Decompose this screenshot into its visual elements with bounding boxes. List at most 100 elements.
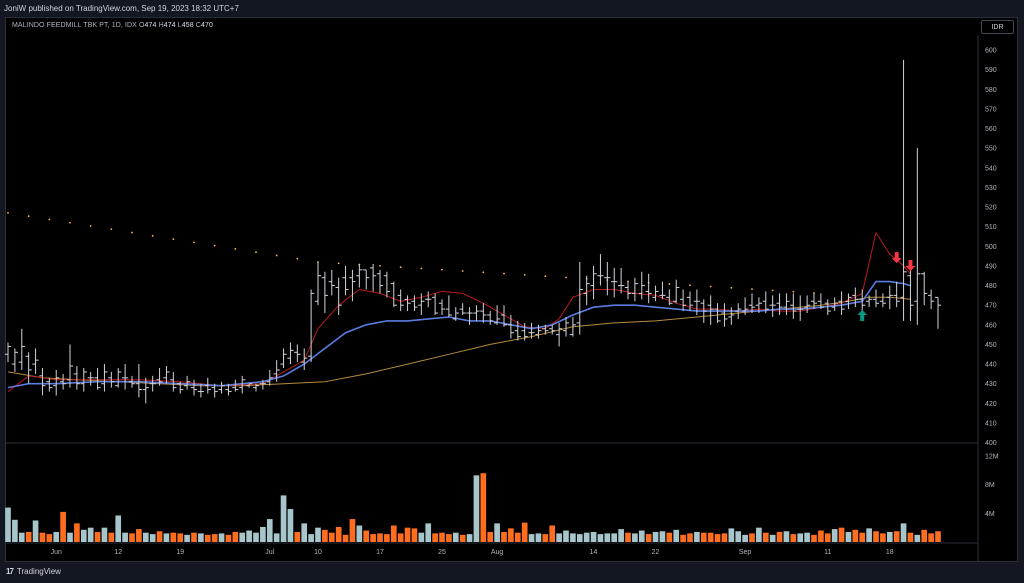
volume-bar [501,531,507,542]
volume-bar [611,533,618,542]
volume-bar [804,532,810,542]
brand-name: TradingView [16,567,61,576]
volume-bar [253,532,259,542]
volume-bar [349,519,356,542]
ohlc-bar [721,303,728,327]
volume-bar [218,533,225,542]
ohlc-bar [466,307,473,325]
trend-dot [668,283,671,285]
ohlc-bar [108,371,115,388]
price-tick-label: 570 [985,106,997,113]
ohlc-bar [604,262,611,296]
ohlc-bar [383,271,390,298]
low-label: L [177,22,182,29]
trend-dot [461,270,464,272]
volume-bar [824,533,831,542]
volume-bar [535,533,542,542]
volume-bar [645,534,652,542]
ohlc-bar [225,383,232,396]
volume-bar [762,532,769,542]
ohlc-bar [693,289,700,316]
ohlc-bar [342,265,349,296]
ohlc-bar [80,368,87,392]
time-tick-label: Jul [265,549,274,556]
volume-bar [225,534,232,542]
ohlc-bar [314,262,322,306]
ohlc-bar [686,291,694,312]
volume-bar [80,529,87,542]
ohlc-bar [370,263,377,292]
volume-bar [122,532,128,542]
price-tick-label: 590 [985,67,997,74]
ohlc-bar [624,281,632,300]
volume-bar [818,530,824,542]
price-tick-label: 540 [985,165,997,172]
ohlc-bar [39,368,46,396]
volume-bar [838,527,845,542]
price-tick-label: 410 [985,420,997,427]
volume-bar [377,533,383,542]
volume-bar [673,529,680,542]
price-tick-label: 560 [985,126,997,133]
volume-bar [859,532,866,542]
volume-bar [880,533,886,542]
tradingview-brand[interactable]: 17 TradingView [6,567,61,576]
ohlc-bar [480,303,487,323]
ohlc-bar [824,299,831,316]
volume-bar [198,533,204,542]
volume-bar [521,522,528,542]
ohlc-bar [163,366,170,384]
volume-bar [156,531,163,542]
ohlc-bar [25,352,32,384]
ohlc-bar [921,271,928,306]
ohlc-bar [335,277,342,316]
volume-bar [5,507,11,542]
ohlc-bar [659,281,666,300]
ohlc-bar [53,369,60,396]
volume-bar [294,531,301,542]
time-tick-label: 25 [438,549,446,556]
trend-dot [234,248,237,250]
ohlc-bar [321,271,328,314]
volume-bar [790,534,797,542]
ohlc-bar [631,277,638,302]
ohlc-bar [46,377,53,392]
volume-bar [94,531,101,542]
ohlc-bar [94,368,101,390]
volume-bar [184,534,190,542]
price-tick-label: 460 [985,322,997,329]
trend-dot [523,274,526,276]
volume-bar [886,531,893,542]
volume-bar [742,534,748,542]
volume-bar [108,532,115,542]
volume-bar [115,515,122,542]
high-value: 474 [163,22,176,29]
price-tick-label: 580 [985,87,997,94]
chart-panel[interactable] [5,17,1018,562]
trend-dot [441,268,443,271]
arrow-down-icon [891,252,902,264]
ohlc-bar [280,348,287,369]
price-tick-label: 510 [985,224,997,231]
currency-button[interactable]: IDR [981,20,1014,34]
volume-bar [439,532,445,542]
ohlc-bar [590,265,597,300]
volume-bar [301,523,308,542]
symbol-legend: MALINDO FEEDMILL TBK PT, 1D, IDX O474 H4… [12,22,213,29]
ohlc-bar [273,360,280,382]
ohlc-bar [514,320,521,341]
trend-dot [255,251,257,254]
ohlc-bar [838,291,845,316]
volume-bar [707,532,714,542]
ohlc-bar [549,324,556,335]
ohlc-bar [135,364,142,398]
volume-bar [907,532,914,542]
ohlc-bar [101,364,108,392]
volume-tick-label: 12M [985,454,999,461]
volume-bar [25,531,32,542]
ohlc-bar [569,316,576,337]
ohlc-bar [845,293,852,310]
price-tick-label: 500 [985,244,997,251]
time-tick-label: 10 [314,549,322,556]
